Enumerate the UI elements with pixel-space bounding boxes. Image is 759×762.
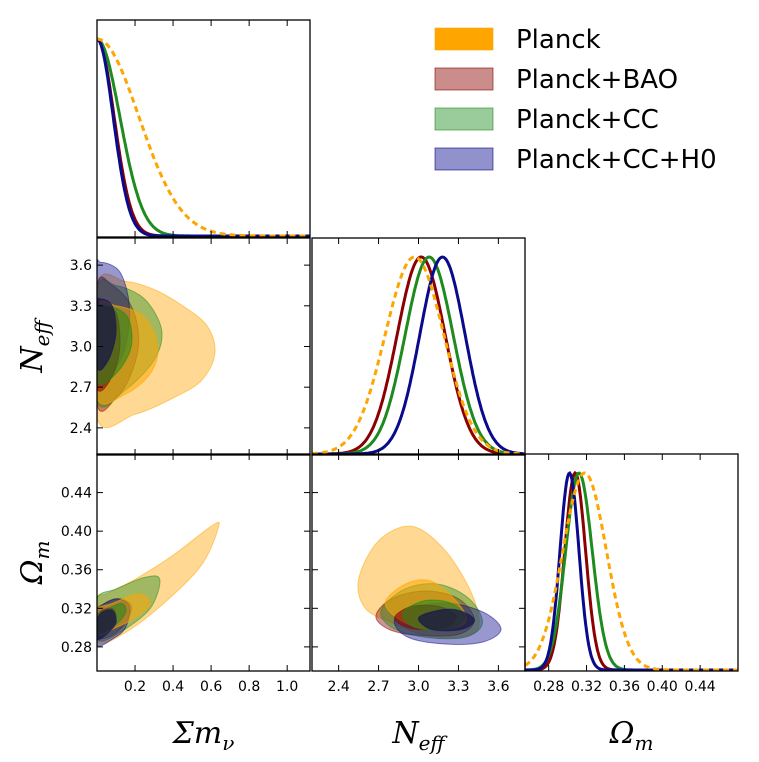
y-tick-label: 2.4 bbox=[70, 421, 92, 437]
x-tick-label: 2.4 bbox=[327, 679, 349, 695]
y-tick-label: 0.36 bbox=[61, 563, 92, 579]
contour-panel-Σm_ν__Ω_m bbox=[97, 521, 220, 647]
marginal-2 bbox=[525, 470, 738, 671]
y-tick-label: 0.44 bbox=[61, 486, 92, 502]
x-tick-label: 0.40 bbox=[647, 679, 678, 695]
legend-swatch-planck bbox=[434, 27, 494, 51]
legend-label-planck-cc: Planck+CC bbox=[516, 105, 659, 135]
marginal-0 bbox=[97, 37, 310, 237]
y-tick-label: 3.3 bbox=[70, 299, 92, 315]
marginal-curve-planck bbox=[525, 471, 738, 671]
legend-swatch-planck-cc bbox=[434, 107, 494, 131]
legend-swatch-planck-bao bbox=[434, 67, 494, 91]
marginal-curve-planck bbox=[312, 255, 525, 455]
y-tick-label: 0.28 bbox=[61, 640, 92, 656]
x-tick-label: 2.7 bbox=[367, 679, 389, 695]
panel-frame-0-2 bbox=[96, 453, 311, 672]
x-tick-label: 3.0 bbox=[407, 679, 429, 695]
legend-label-planck-bao: Planck+BAO bbox=[516, 65, 678, 95]
x-tick-label: 1.0 bbox=[276, 679, 298, 695]
marginal-curve-planck bbox=[97, 37, 310, 237]
x-tick-label: 0.6 bbox=[200, 679, 222, 695]
y-axis-label: Neff bbox=[15, 317, 54, 374]
contour-panel-N_eff__Ω_m bbox=[357, 525, 502, 645]
legend-label-planck-cc-h0: Planck+CC+H0 bbox=[516, 145, 717, 175]
x-tick-label: 0.28 bbox=[533, 679, 564, 695]
x-axis-label: Ωm bbox=[609, 716, 654, 755]
marginal-curve-planck-bao bbox=[312, 255, 525, 455]
contour-panel-Σm_ν__N_eff bbox=[97, 259, 216, 429]
x-tick-label: 0.2 bbox=[124, 679, 146, 695]
marginal-curve-planck-cc-h0 bbox=[312, 255, 525, 455]
legend-swatch-planck-cc-h0 bbox=[434, 147, 494, 171]
x-tick-label: 0.32 bbox=[571, 679, 602, 695]
y-axis-label: Ωm bbox=[15, 541, 54, 586]
x-tick-label: 0.44 bbox=[685, 679, 716, 695]
contour-overlap-core bbox=[97, 609, 117, 640]
panel-frame-0-0 bbox=[96, 19, 311, 238]
y-tick-label: 0.40 bbox=[61, 524, 92, 540]
contour-overlap-core bbox=[418, 609, 475, 631]
x-tick-label: 0.4 bbox=[162, 679, 184, 695]
y-tick-label: 2.7 bbox=[70, 380, 92, 396]
x-axis-label: Neff bbox=[391, 716, 448, 755]
y-tick-label: 0.32 bbox=[61, 601, 92, 617]
marginal-curve-planck-cc bbox=[312, 255, 525, 455]
legend-label-planck: Planck bbox=[516, 25, 601, 55]
legend: Planck Planck+BAO Planck+CC Planck+CC+H0 bbox=[434, 25, 717, 175]
marginal-curve-planck-cc-h0 bbox=[525, 470, 738, 671]
x-axis-label: Σmν bbox=[172, 716, 235, 755]
marginal-1 bbox=[312, 255, 525, 455]
y-tick-label: 3.6 bbox=[70, 258, 92, 274]
y-tick-label: 3.0 bbox=[70, 340, 92, 356]
x-tick-label: 0.36 bbox=[609, 679, 640, 695]
x-tick-label: 3.3 bbox=[447, 679, 469, 695]
contour-overlap-core bbox=[97, 298, 117, 371]
x-tick-label: 0.8 bbox=[238, 679, 260, 695]
x-tick-label: 3.6 bbox=[487, 679, 509, 695]
marginal-curve-planck-cc-h0 bbox=[97, 37, 310, 237]
panel-frame-2-2 bbox=[524, 453, 739, 672]
